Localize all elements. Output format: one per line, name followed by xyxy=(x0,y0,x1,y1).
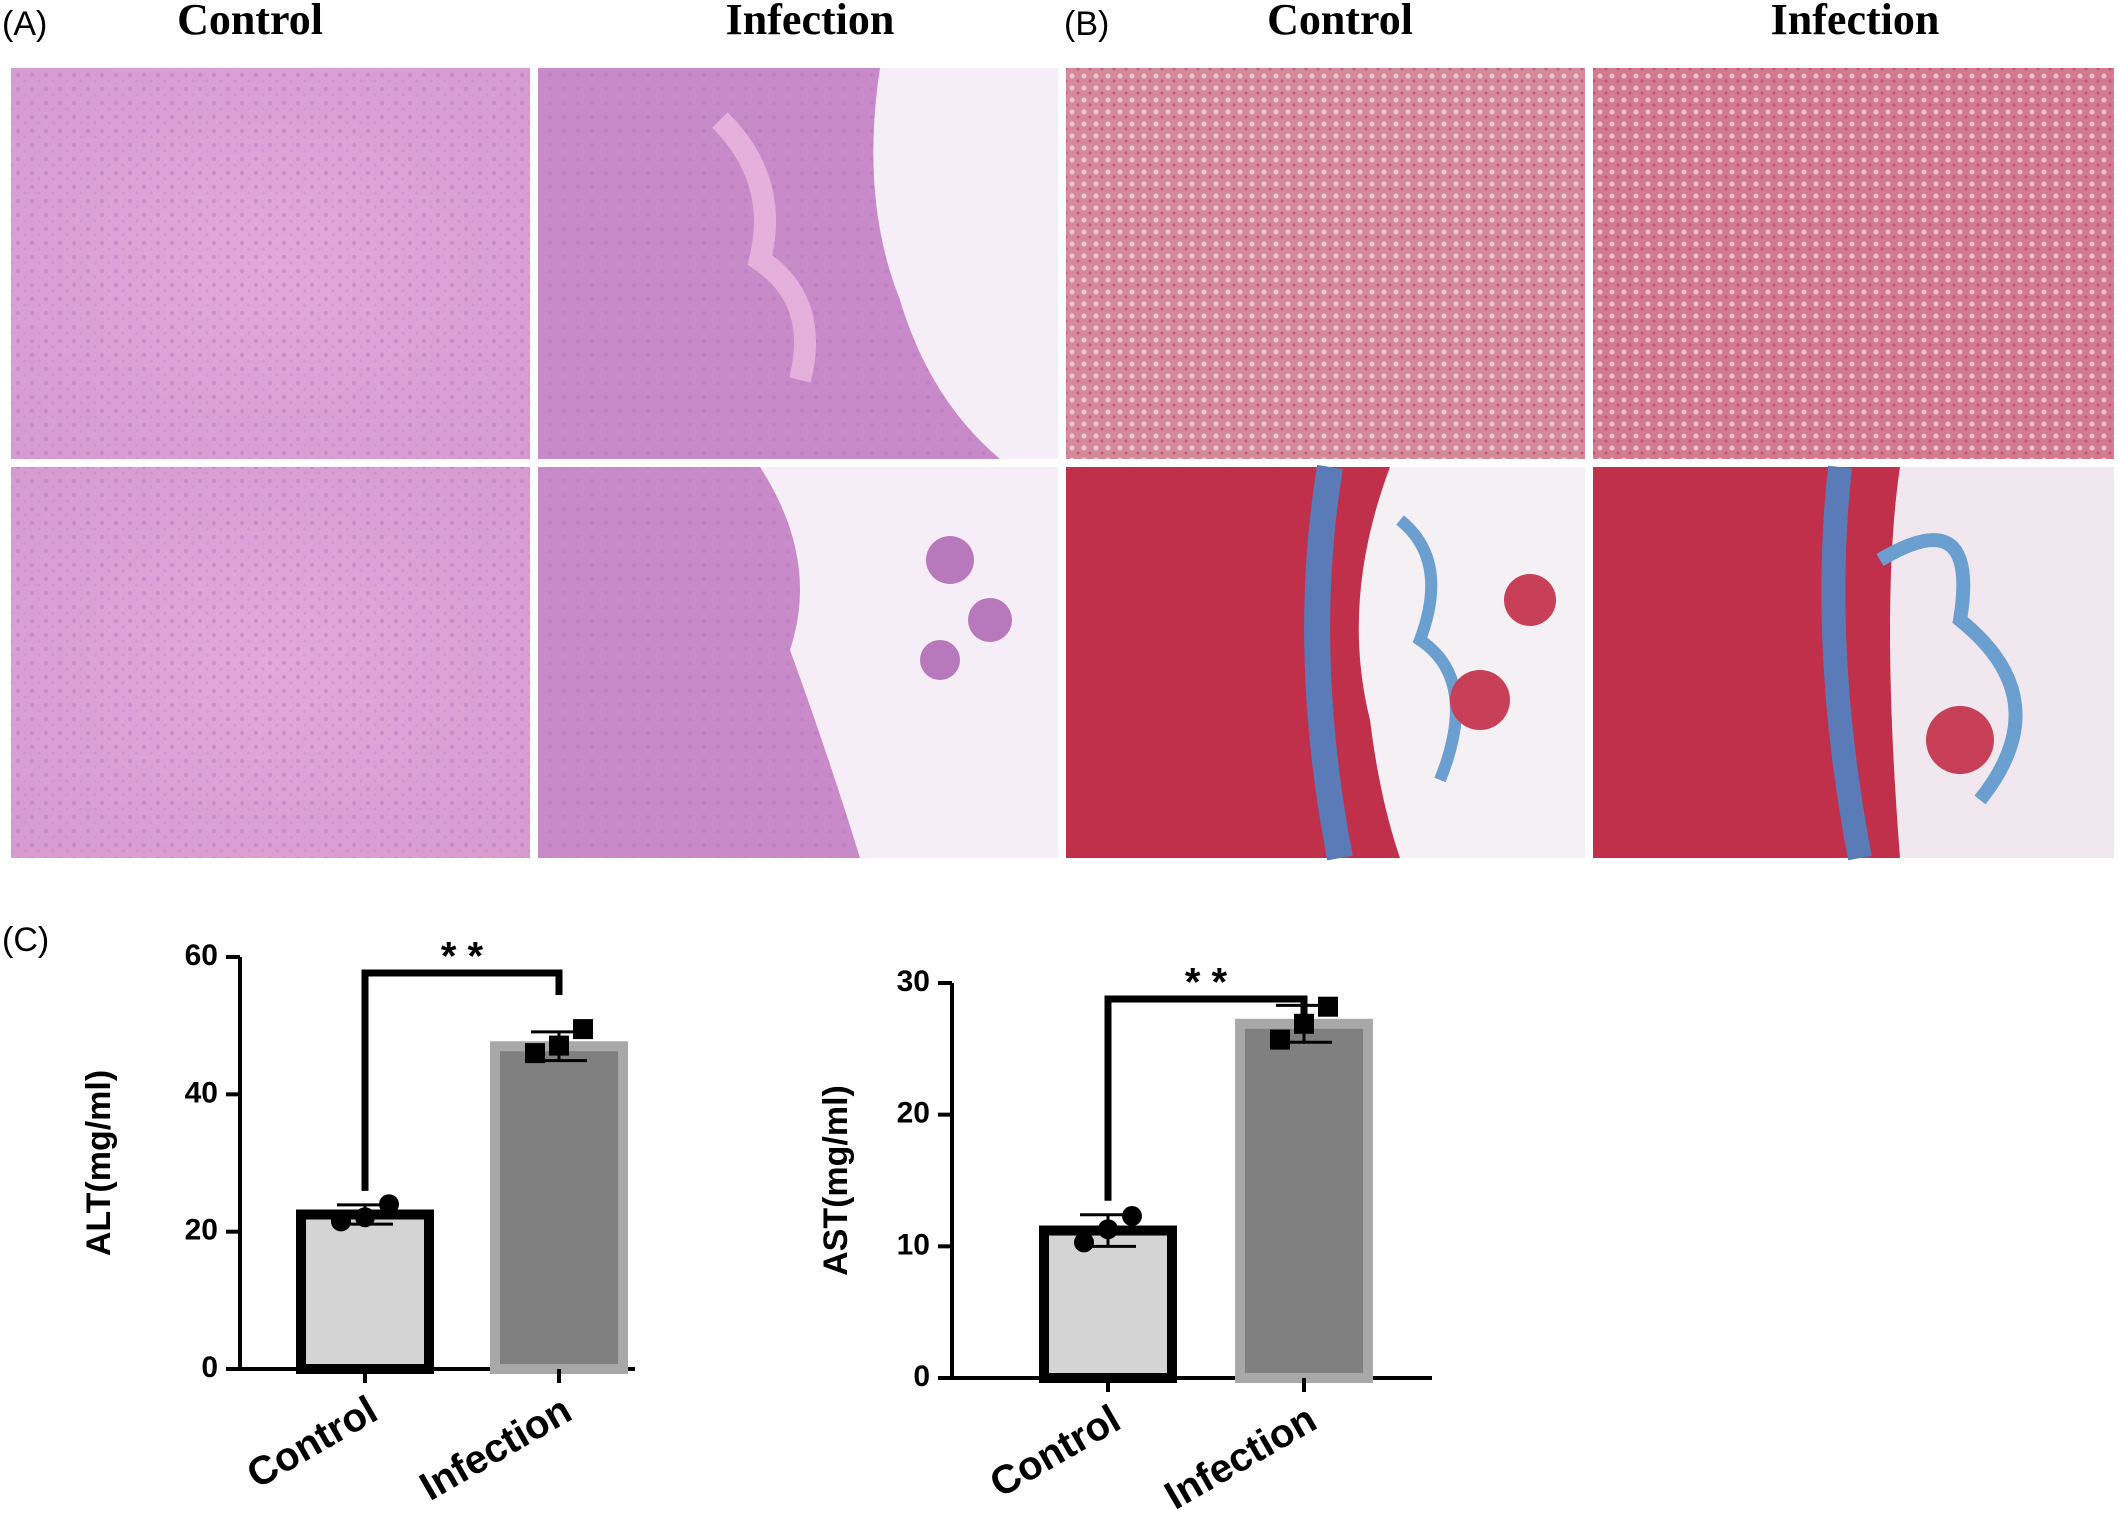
panel-label: (A) xyxy=(2,5,47,43)
bar xyxy=(1039,1225,1177,1383)
bar xyxy=(490,1041,628,1375)
data-point xyxy=(1318,996,1338,1017)
data-point xyxy=(355,1207,375,1228)
y-axis-label: AST(mg/ml) xyxy=(817,1085,855,1276)
y-tick-label: 0 xyxy=(201,1351,218,1384)
column-header: Control xyxy=(1267,0,1413,44)
y-tick-label: 20 xyxy=(185,1214,218,1247)
micrograph xyxy=(11,68,1058,858)
significance-bracket xyxy=(1104,995,1308,1201)
significance-label: * * xyxy=(1185,961,1228,1005)
y-tick-label: 20 xyxy=(897,1097,930,1130)
bar xyxy=(1235,1018,1373,1383)
micrograph xyxy=(1066,68,2114,861)
column-header: Infection xyxy=(726,0,895,44)
data-point xyxy=(379,1194,399,1215)
y-tick-label: 10 xyxy=(897,1228,930,1261)
data-point xyxy=(1122,1206,1142,1227)
x-tick-label: Infection xyxy=(1157,1397,1323,1518)
data-point xyxy=(1270,1029,1290,1050)
y-tick-label: 40 xyxy=(185,1076,218,1109)
y-tick-label: 30 xyxy=(897,965,930,998)
data-point xyxy=(1294,1013,1314,1034)
bar xyxy=(296,1209,434,1374)
data-point xyxy=(1098,1219,1118,1240)
data-point xyxy=(331,1211,351,1232)
panel-label: (C) xyxy=(2,921,49,959)
x-tick-label: Control xyxy=(983,1397,1128,1506)
y-axis-label: ALT(mg/ml) xyxy=(80,1070,118,1256)
column-header: Infection xyxy=(1771,0,1940,44)
significance-bracket xyxy=(361,969,563,1191)
x-tick-label: Infection xyxy=(412,1388,578,1509)
data-point xyxy=(1074,1232,1094,1253)
data-point xyxy=(525,1043,545,1064)
significance-label: * * xyxy=(441,935,484,979)
data-point xyxy=(573,1019,593,1040)
panel-label: (B) xyxy=(1064,5,1109,43)
x-tick-label: Control xyxy=(240,1388,385,1497)
column-header: Control xyxy=(177,0,323,44)
y-tick-label: 60 xyxy=(185,939,218,972)
data-point xyxy=(549,1035,569,1056)
y-tick-label: 0 xyxy=(913,1360,930,1393)
